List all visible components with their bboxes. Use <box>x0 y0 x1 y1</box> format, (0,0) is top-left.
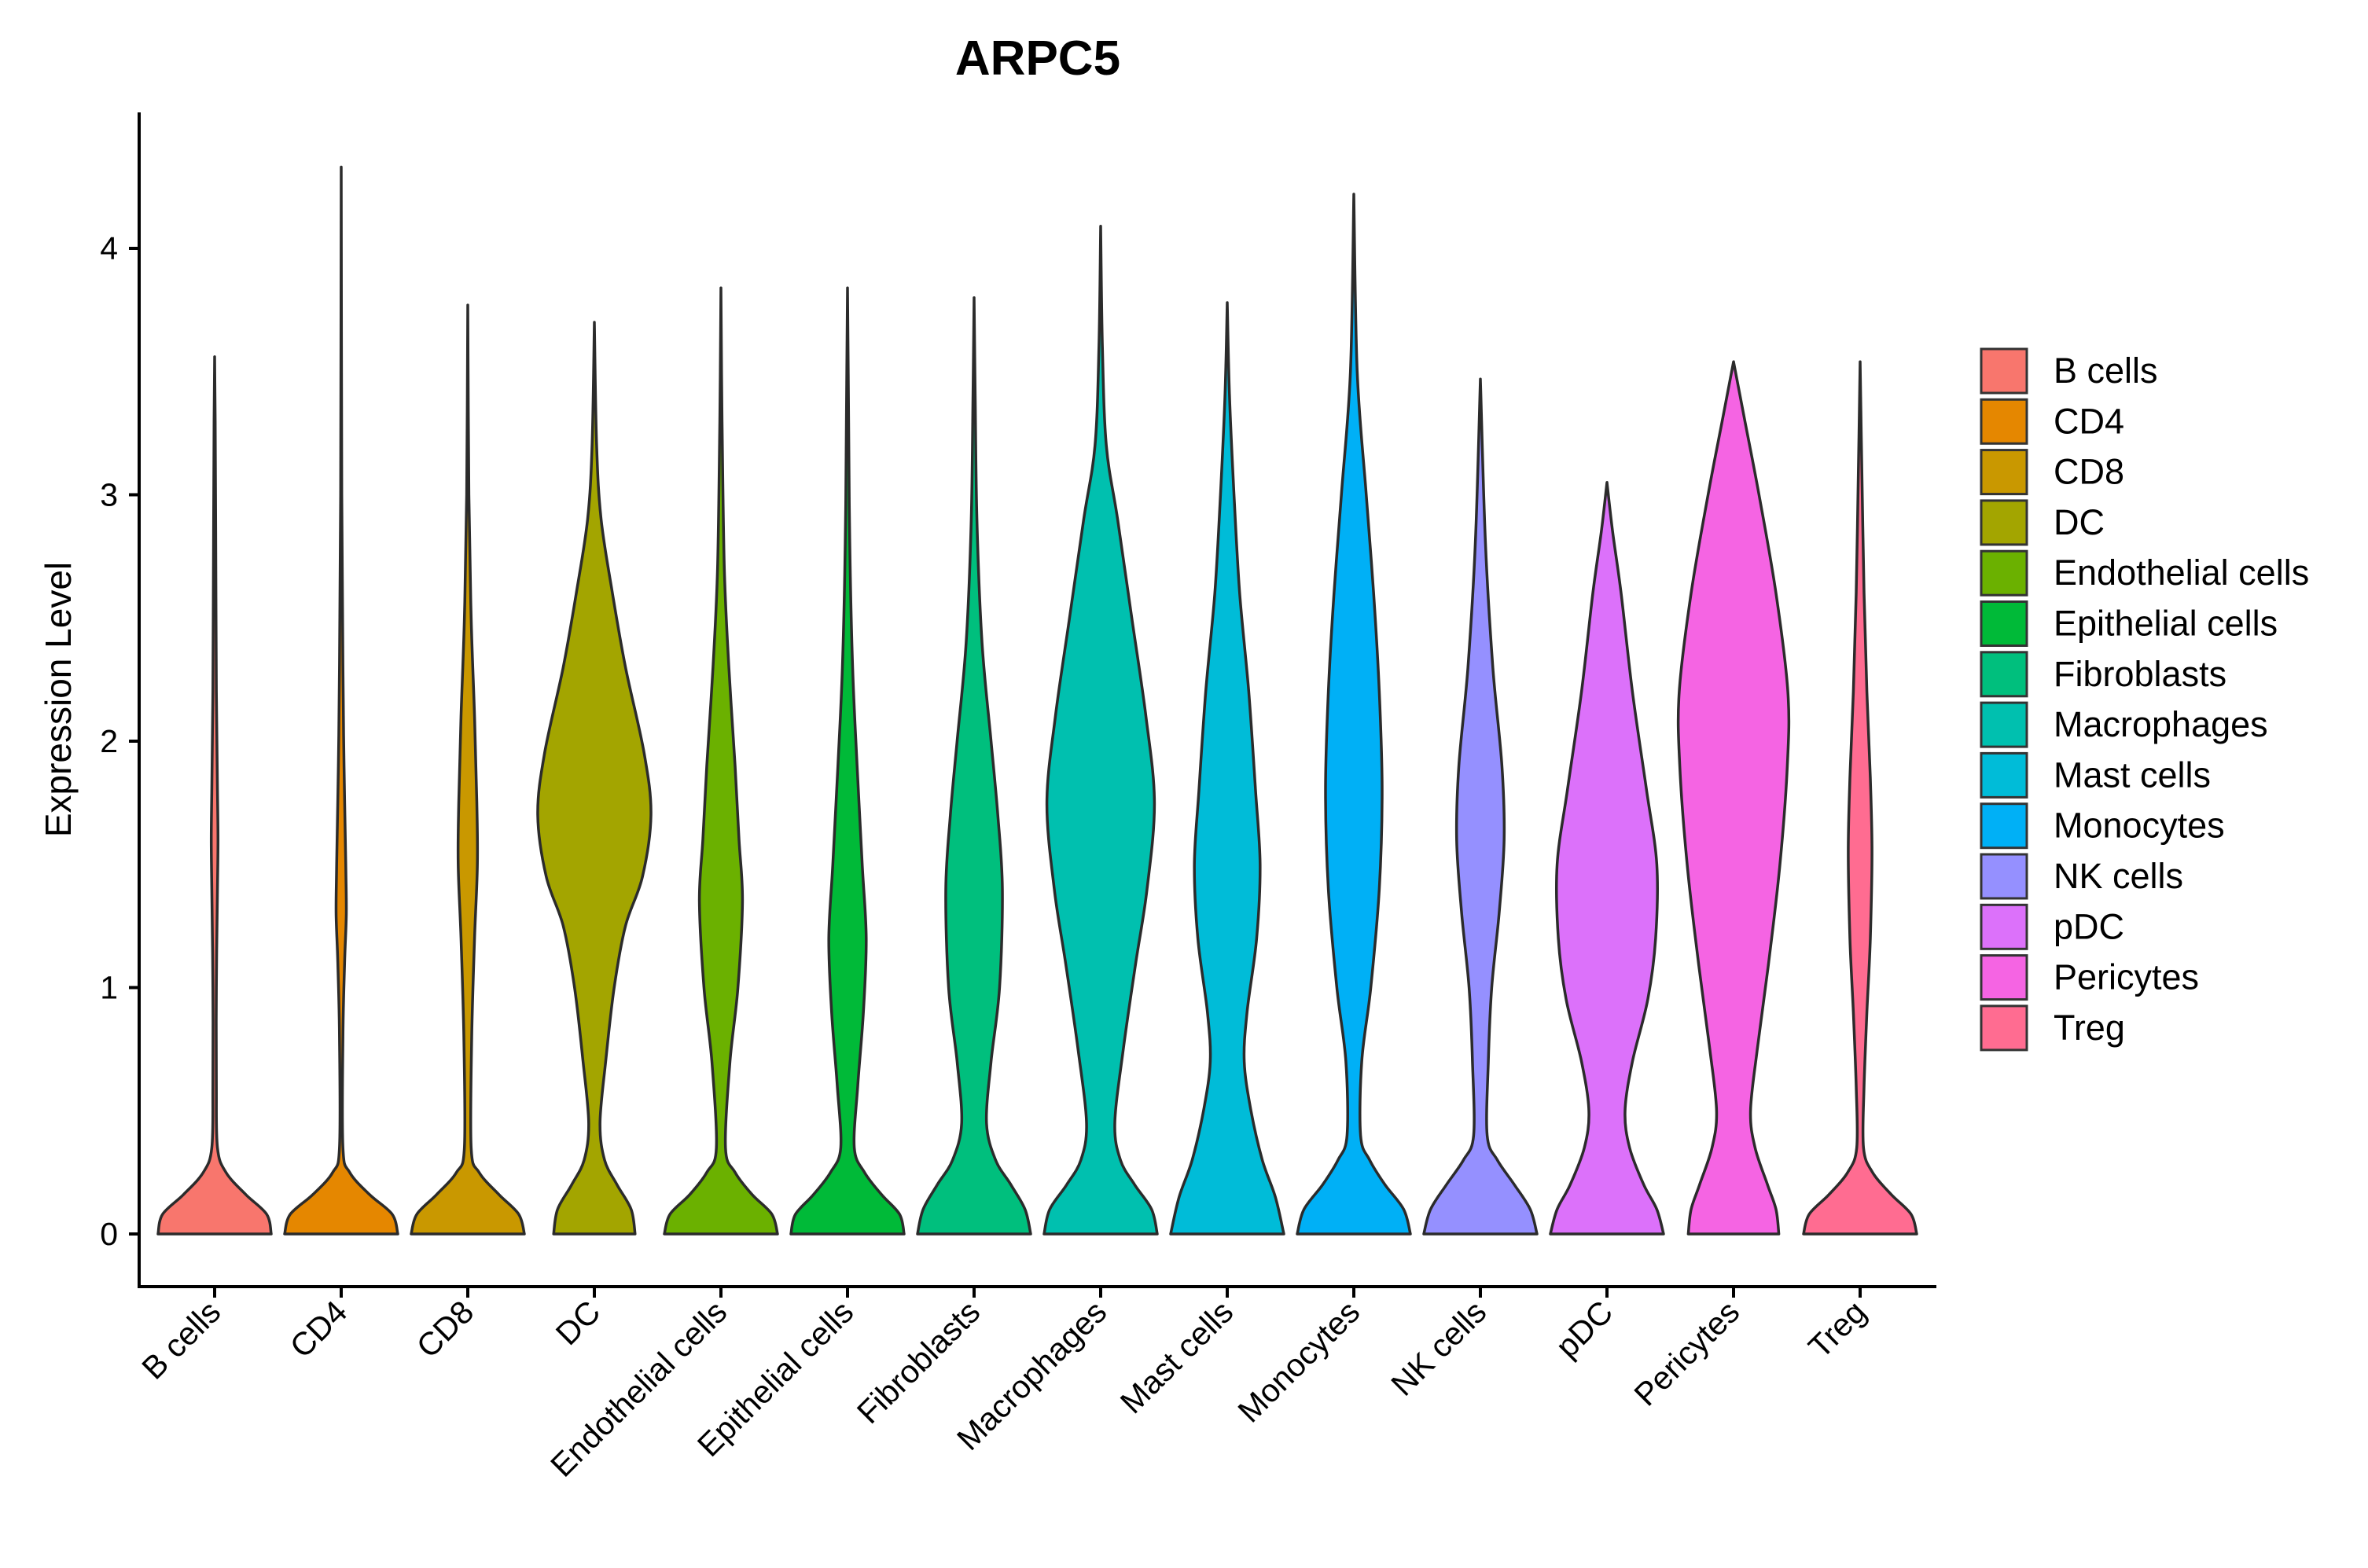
legend-label: DC <box>2054 502 2105 542</box>
violin-b-cells <box>156 355 273 1236</box>
legend-key-cd4 <box>1980 398 2028 445</box>
y-axis-label: Expression Level <box>38 562 79 837</box>
violin-group <box>156 165 1918 1236</box>
violin-dc <box>536 321 653 1236</box>
x-tick-label: CD8 <box>410 1294 481 1365</box>
x-tick-label: Fibroblasts <box>850 1294 987 1430</box>
x-tick-label: Monocytes <box>1231 1294 1367 1430</box>
legend: B cells CD4 CD8 DC Endothelial cells Epitheli… <box>1980 347 2309 1052</box>
violin-treg <box>1802 360 1918 1236</box>
legend-key-monocytes <box>1980 802 2028 850</box>
violin-endothelial-cells <box>663 286 779 1236</box>
legend-key-macrophages <box>1980 701 2028 748</box>
violin-fibroblasts <box>916 296 1032 1236</box>
legend-label: Fibroblasts <box>2054 654 2226 694</box>
violin-cd4 <box>283 165 399 1236</box>
x-tick-label: DC <box>549 1294 607 1352</box>
x-tick-label: pDC <box>1549 1294 1620 1365</box>
legend-key-fibroblasts <box>1980 651 2028 698</box>
violin-nk-cells <box>1422 377 1539 1236</box>
legend-key-pdc <box>1980 903 2028 950</box>
legend-key-endothelial-cells <box>1980 549 2028 597</box>
legend-label: CD8 <box>2054 452 2124 492</box>
y-tick-label: 0 <box>100 1216 118 1252</box>
legend-label: Pericytes <box>2054 957 2199 997</box>
legend-key-cd8 <box>1980 449 2028 496</box>
legend-label: Treg <box>2054 1008 2125 1048</box>
y-axis-ticks: 0 1 2 3 4 <box>100 230 139 1252</box>
legend-label: Monocytes <box>2054 806 2225 846</box>
violin-pericytes <box>1676 360 1791 1236</box>
violin-pdc <box>1549 481 1665 1236</box>
x-tick-label: Mast cells <box>1113 1294 1240 1420</box>
violin-macrophages <box>1042 225 1159 1236</box>
legend-label: Endothelial cells <box>2054 553 2309 593</box>
legend-label: CD4 <box>2054 401 2124 441</box>
legend-label: Mast cells <box>2054 755 2211 795</box>
violin-monocytes <box>1296 193 1412 1236</box>
legend-label: Epithelial cells <box>2054 604 2278 644</box>
legend-key-dc <box>1980 499 2028 546</box>
x-tick-label: Treg <box>1801 1294 1873 1365</box>
x-tick-label: Pericytes <box>1627 1294 1747 1413</box>
legend-key-treg <box>1980 1004 2028 1052</box>
legend-key-pericytes <box>1980 954 2028 1001</box>
y-tick-label: 1 <box>100 970 118 1006</box>
chart-title: ARPC5 <box>955 31 1120 86</box>
y-tick-label: 4 <box>100 230 118 266</box>
legend-label: pDC <box>2054 906 2124 946</box>
x-tick-label: B cells <box>134 1294 227 1386</box>
violin-cd8 <box>410 303 526 1236</box>
legend-label: NK cells <box>2054 856 2183 896</box>
legend-key-epithelial-cells <box>1980 600 2028 647</box>
violin-mast-cells <box>1169 301 1285 1236</box>
legend-key-nk-cells <box>1980 853 2028 900</box>
y-tick-label: 2 <box>100 723 118 759</box>
violin-epithelial-cells <box>789 286 906 1236</box>
legend-label: B cells <box>2054 351 2158 391</box>
legend-label: Macrophages <box>2054 704 2268 744</box>
legend-key-b-cells <box>1980 347 2028 395</box>
legend-key-mast-cells <box>1980 751 2028 799</box>
x-tick-label: NK cells <box>1384 1294 1494 1403</box>
y-tick-label: 3 <box>100 477 118 513</box>
x-tick-label: CD4 <box>283 1294 355 1365</box>
